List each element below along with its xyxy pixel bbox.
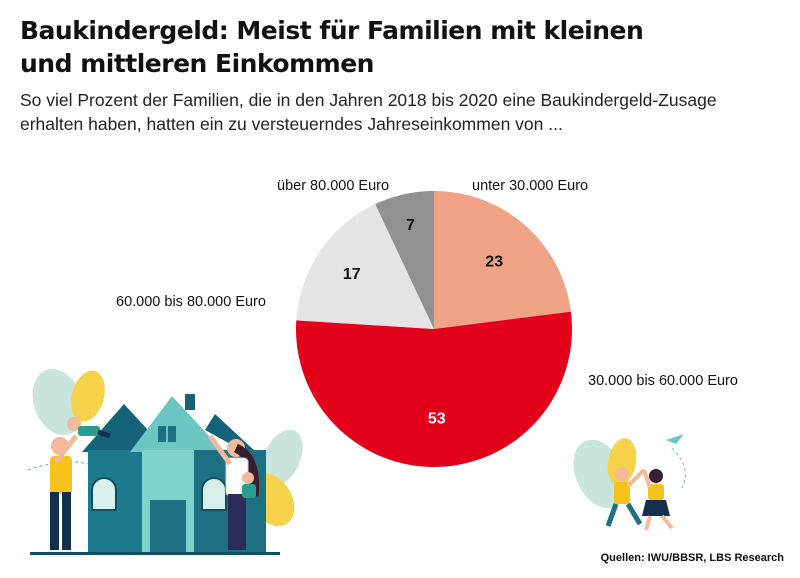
chart-subtitle: So viel Prozent der Familien, die in den… — [20, 88, 780, 136]
pie-slice-unter-30000 — [434, 191, 571, 329]
slice-label-unter-30000: unter 30.000 Euro — [472, 178, 589, 194]
data-label-60000-80000: 17 — [343, 266, 361, 283]
slice-label-ueber-80000: über 80.000 Euro — [277, 178, 390, 194]
source-note: Quellen: IWU/BBSR, LBS Research — [600, 552, 784, 564]
pie-slice-60000-80000 — [296, 204, 434, 329]
data-label-ueber-80000: 7 — [406, 217, 415, 234]
data-label-unter-30000: 23 — [485, 254, 503, 271]
slice-label-30000-60000: 30.000 bis 60.000 Euro — [588, 373, 738, 389]
subtitle-line-1: So viel Prozent der Familien, die in den… — [20, 90, 717, 110]
family-house-illustration — [27, 369, 303, 555]
subtitle-line-2: erhalten haben, hatten ein zu versteuern… — [20, 114, 563, 134]
pie-slice-30000-60000 — [295, 311, 572, 467]
data-label-30000-60000: 53 — [428, 410, 446, 427]
chart-title: Baukindergeld: Meist für Familien mit kl… — [20, 14, 780, 80]
title-line-2: und mittleren Einkommen — [20, 49, 374, 78]
title-line-1: Baukindergeld: Meist für Familien mit kl… — [20, 16, 644, 45]
pie: 23 53 17 7 — [295, 191, 572, 467]
children-high-five-illustration — [573, 434, 686, 531]
pie-slice-ueber-80000 — [375, 191, 434, 329]
slice-label-60000-80000: 60.000 bis 80.000 Euro — [116, 294, 266, 310]
